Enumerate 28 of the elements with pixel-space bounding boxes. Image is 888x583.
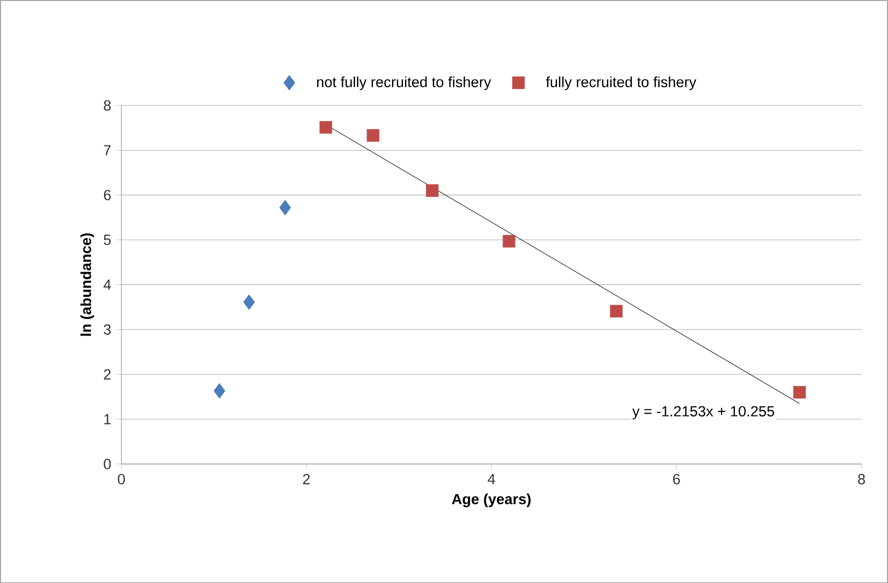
x-tick-label: 0	[118, 474, 125, 484]
y-tick-label: 1	[104, 414, 111, 424]
point	[320, 120, 332, 134]
legend-label: fully recruited to fishery	[546, 76, 696, 90]
point	[279, 200, 291, 216]
point	[214, 383, 226, 398]
x-tick-label: 6	[673, 474, 680, 484]
y-tick-label: 4	[104, 279, 111, 290]
y-tick-label: 7	[104, 145, 111, 156]
point	[366, 129, 380, 142]
y-tick-label: 5	[104, 234, 111, 245]
point	[502, 234, 516, 248]
x-tick-label: 4	[488, 474, 496, 484]
y-tick-label: 6	[104, 190, 111, 200]
y-tick-label: 2	[104, 369, 111, 380]
x-tick-label: 8	[858, 474, 865, 484]
point	[610, 304, 623, 318]
y-tick-label: 0	[104, 458, 111, 469]
point	[243, 294, 255, 310]
point	[793, 386, 806, 398]
legend-label: not fully recruited to fishery	[317, 76, 492, 90]
x-axis-title: Age (years)	[452, 493, 531, 508]
y-tick-label: 3	[104, 324, 111, 335]
point	[426, 184, 438, 197]
annotation: y = -1.2153x + 10.255	[632, 406, 774, 420]
y-tick-label: 8	[104, 100, 111, 110]
y-axis-title: ln (abundance)	[80, 233, 94, 336]
x-tick-label: 2	[303, 474, 310, 484]
